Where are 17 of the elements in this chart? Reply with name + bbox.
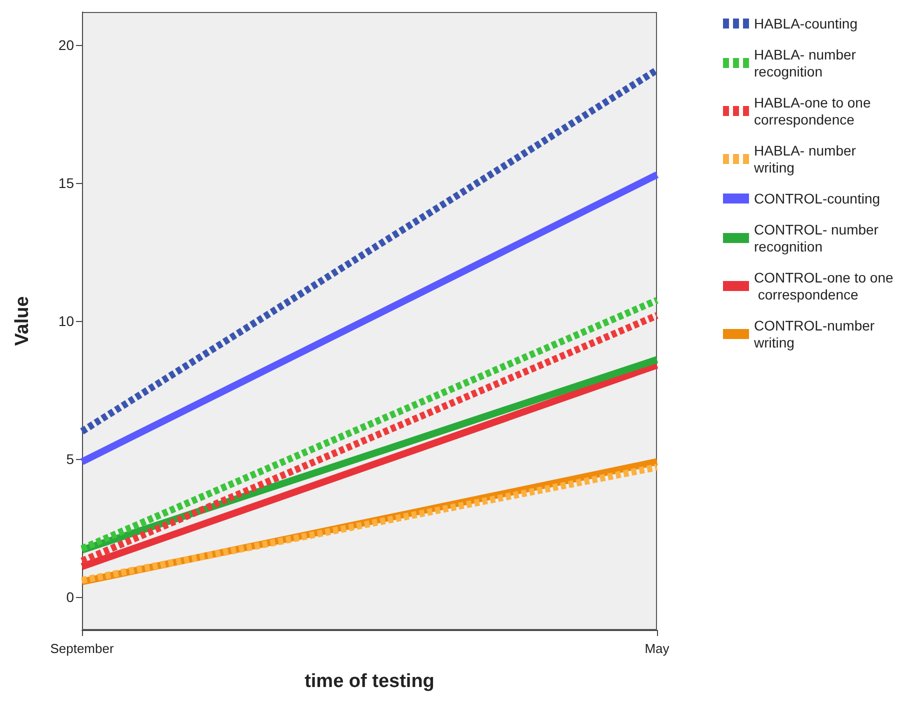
x-tick-label: May	[644, 641, 670, 656]
y-tick-label: 10	[58, 313, 74, 329]
y-axis-title: Value	[12, 296, 33, 346]
legend-label: CONTROL-one to one correspondence	[754, 270, 894, 302]
y-tick-label: 5	[66, 450, 74, 467]
legend-label: CONTROL-number writing	[753, 318, 878, 350]
y-tick-label: 0	[66, 588, 74, 605]
y-tick-label: 20	[58, 37, 74, 54]
legend-label: CONTROL-counting	[754, 190, 880, 206]
x-tick-label: September	[50, 641, 114, 656]
x-axis-title: time of testing	[304, 671, 434, 692]
y-tick-label: 15	[58, 175, 74, 192]
legend-label: HABLA-counting	[754, 16, 858, 32]
legend-label: HABLA-one to one correspondence	[754, 94, 875, 128]
legend-label: HABLA- number recognition	[754, 46, 860, 80]
legend-label: HABLA- number writing	[753, 142, 860, 176]
legend-label: CONTROL- number recognition	[754, 222, 882, 254]
